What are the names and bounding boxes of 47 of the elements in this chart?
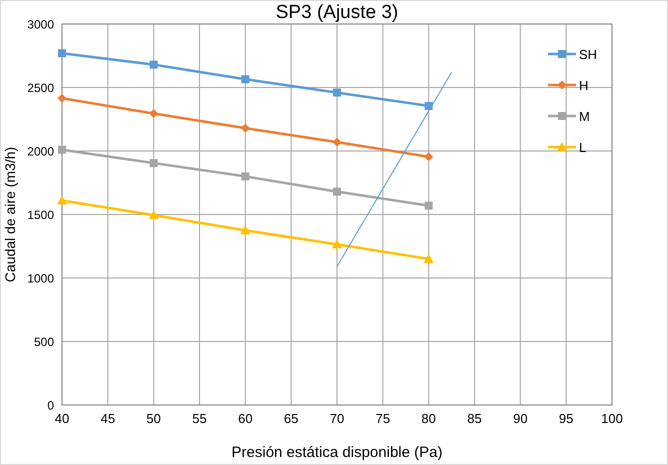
point: [241, 172, 250, 180]
legend-label: H: [579, 78, 588, 93]
x-tick-label: 60: [238, 411, 253, 426]
point: [150, 60, 158, 69]
point: [332, 239, 342, 248]
x-tick-label: 85: [467, 411, 482, 426]
point: [148, 210, 159, 220]
legend-label: SH: [579, 47, 598, 62]
x-tick-label: 80: [421, 411, 436, 426]
x-tick-label: 100: [601, 411, 623, 426]
point: [58, 146, 66, 154]
point: [332, 138, 342, 147]
y-tick-label: 1000: [27, 272, 54, 286]
x-tick-label: 95: [558, 411, 574, 426]
y-tick-label: 2500: [27, 81, 54, 95]
chart-title: SP3 (Ajuste 3): [276, 2, 398, 23]
point: [333, 88, 341, 97]
x-tick-label: 90: [513, 411, 528, 426]
x-tick-label: 75: [376, 411, 390, 426]
x-tick-label: 50: [146, 411, 161, 426]
point: [57, 196, 67, 205]
x-tick-label: 55: [192, 411, 207, 426]
point: [58, 94, 66, 103]
point: [424, 152, 434, 162]
y-tick-label: 1500: [27, 208, 54, 222]
legend-label: L: [579, 140, 586, 155]
point: [150, 159, 158, 168]
x-tick-label: 40: [54, 411, 70, 426]
legend-label: M: [579, 109, 590, 124]
point: [241, 75, 250, 84]
point: [149, 109, 158, 118]
point: [424, 202, 433, 210]
y-tick-label: 2000: [27, 144, 54, 158]
y-tick-label: 3000: [27, 18, 54, 32]
y-tick-label: 0: [47, 398, 54, 412]
point: [333, 188, 341, 196]
y-tick-label: 500: [34, 335, 54, 349]
point: [240, 124, 250, 133]
point: [58, 49, 66, 58]
point: [240, 225, 250, 234]
x-axis-title: Presión estática disponible (Pa): [232, 444, 442, 461]
x-tick-label: 45: [100, 411, 116, 426]
x-tick-label: 70: [330, 411, 344, 426]
point: [424, 102, 433, 110]
x-tick-label: 65: [284, 411, 298, 426]
point: [424, 254, 434, 263]
y-axis-title: Caudal de aire (m3/h): [2, 146, 18, 282]
